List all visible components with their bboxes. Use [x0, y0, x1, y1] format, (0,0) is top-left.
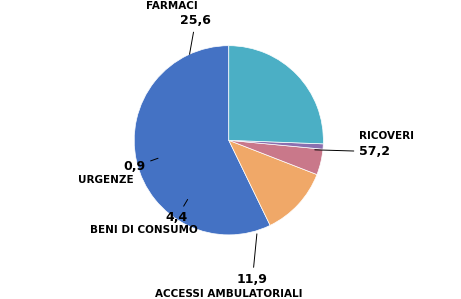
Text: BENI DI CONSUMO: BENI DI CONSUMO — [90, 225, 197, 235]
Wedge shape — [229, 140, 317, 225]
Text: FARMACI: FARMACI — [146, 1, 198, 11]
Wedge shape — [229, 46, 323, 144]
Text: 57,2: 57,2 — [315, 145, 390, 158]
Text: URGENZE: URGENZE — [78, 175, 134, 185]
Wedge shape — [134, 46, 270, 235]
Text: 25,6: 25,6 — [180, 14, 211, 54]
Text: 11,9: 11,9 — [237, 234, 268, 286]
Text: 0,9: 0,9 — [123, 158, 158, 173]
Text: RICOVERI: RICOVERI — [359, 131, 414, 141]
Wedge shape — [229, 140, 323, 149]
Text: ACCESSI AMBULATORIALI: ACCESSI AMBULATORIALI — [155, 289, 302, 298]
Wedge shape — [229, 140, 323, 175]
Text: 4,4: 4,4 — [165, 199, 188, 224]
